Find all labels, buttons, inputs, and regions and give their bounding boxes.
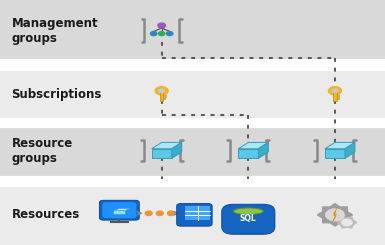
- Polygon shape: [337, 217, 357, 228]
- Polygon shape: [325, 142, 355, 149]
- Bar: [163, 98, 166, 99]
- Bar: [336, 95, 339, 97]
- Polygon shape: [114, 210, 125, 214]
- Circle shape: [167, 211, 174, 216]
- Bar: [0, 0, 385, 61]
- Polygon shape: [345, 142, 355, 158]
- Circle shape: [159, 89, 165, 93]
- Circle shape: [342, 219, 352, 226]
- FancyBboxPatch shape: [222, 204, 275, 234]
- Circle shape: [158, 23, 166, 28]
- Circle shape: [328, 87, 341, 95]
- FancyBboxPatch shape: [99, 200, 139, 220]
- Circle shape: [167, 32, 173, 36]
- Polygon shape: [152, 149, 172, 158]
- Polygon shape: [114, 208, 131, 210]
- Bar: [163, 95, 166, 97]
- Text: SQL: SQL: [240, 213, 257, 222]
- Polygon shape: [317, 204, 353, 226]
- Polygon shape: [333, 208, 337, 221]
- Bar: [333, 91, 336, 101]
- Polygon shape: [172, 142, 182, 158]
- Bar: [0, 69, 385, 120]
- Ellipse shape: [233, 208, 263, 215]
- Circle shape: [155, 87, 168, 95]
- Polygon shape: [238, 149, 258, 158]
- Circle shape: [156, 211, 163, 216]
- Bar: [0, 185, 385, 245]
- Circle shape: [326, 209, 344, 221]
- Polygon shape: [152, 142, 182, 149]
- Bar: [185, 206, 210, 220]
- Polygon shape: [325, 149, 345, 158]
- FancyBboxPatch shape: [102, 202, 136, 218]
- Text: Resource
groups: Resource groups: [12, 137, 73, 165]
- Text: Resources: Resources: [12, 208, 80, 221]
- Polygon shape: [238, 142, 268, 149]
- FancyBboxPatch shape: [177, 204, 212, 226]
- Text: Management
groups: Management groups: [12, 17, 98, 45]
- Polygon shape: [258, 142, 268, 158]
- Circle shape: [151, 32, 157, 36]
- Bar: [0, 126, 385, 178]
- Bar: [160, 91, 163, 101]
- Circle shape: [145, 211, 152, 216]
- Circle shape: [159, 32, 165, 36]
- Circle shape: [332, 89, 338, 93]
- Bar: [336, 98, 339, 99]
- Text: Subscriptions: Subscriptions: [12, 88, 102, 101]
